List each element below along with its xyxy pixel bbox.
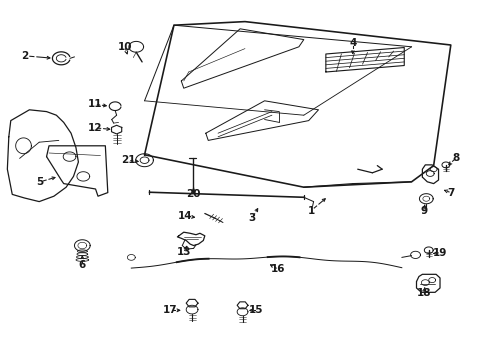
Text: 19: 19: [433, 248, 447, 258]
Text: 11: 11: [87, 99, 102, 109]
Text: 6: 6: [79, 260, 86, 270]
Text: 18: 18: [416, 288, 431, 298]
Text: 1: 1: [308, 206, 315, 216]
Text: 12: 12: [87, 123, 102, 133]
Text: 14: 14: [178, 211, 193, 221]
Text: 20: 20: [186, 189, 201, 199]
Text: 13: 13: [176, 247, 191, 257]
Text: 4: 4: [349, 38, 357, 48]
Text: 10: 10: [118, 42, 132, 52]
Text: 2: 2: [21, 51, 28, 61]
Text: 7: 7: [447, 188, 455, 198]
Text: 8: 8: [452, 153, 459, 163]
Text: 5: 5: [37, 177, 44, 187]
Text: 21: 21: [121, 155, 136, 165]
Text: 16: 16: [271, 264, 286, 274]
Text: 15: 15: [249, 305, 264, 315]
Text: 3: 3: [249, 213, 256, 223]
Text: 9: 9: [420, 206, 427, 216]
Text: 17: 17: [163, 305, 178, 315]
